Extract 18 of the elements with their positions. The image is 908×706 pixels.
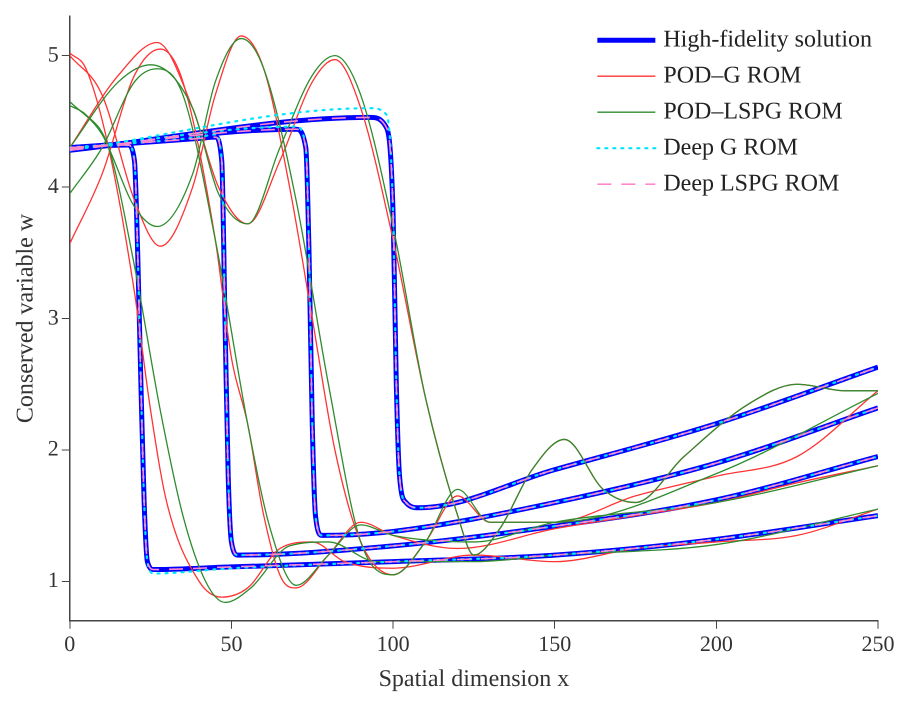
x-tick-label: 0	[64, 630, 76, 656]
y-tick-label: 1	[48, 567, 59, 592]
legend-label: POD–LSPG ROM	[663, 98, 843, 124]
x-axis-title: Spatial dimension x	[378, 666, 570, 692]
legend-label: Deep G ROM	[663, 134, 798, 160]
y-tick-label: 4	[48, 172, 59, 198]
legend-label: Deep LSPG ROM	[663, 170, 840, 196]
y-tick-label: 2	[48, 436, 59, 461]
legend-label: POD–G ROM	[663, 62, 802, 88]
y-tick-label: 3	[48, 304, 59, 330]
x-tick-label: 250	[862, 630, 894, 656]
y-tick-label: 5	[48, 41, 59, 66]
legend-label: High-fidelity solution	[663, 26, 872, 52]
x-tick-label: 200	[700, 630, 733, 656]
y-axis-title: Conserved variable w	[12, 213, 39, 424]
x-tick-label: 150	[538, 630, 572, 656]
x-tick-label: 50	[220, 630, 242, 656]
x-tick-label: 100	[376, 630, 410, 656]
